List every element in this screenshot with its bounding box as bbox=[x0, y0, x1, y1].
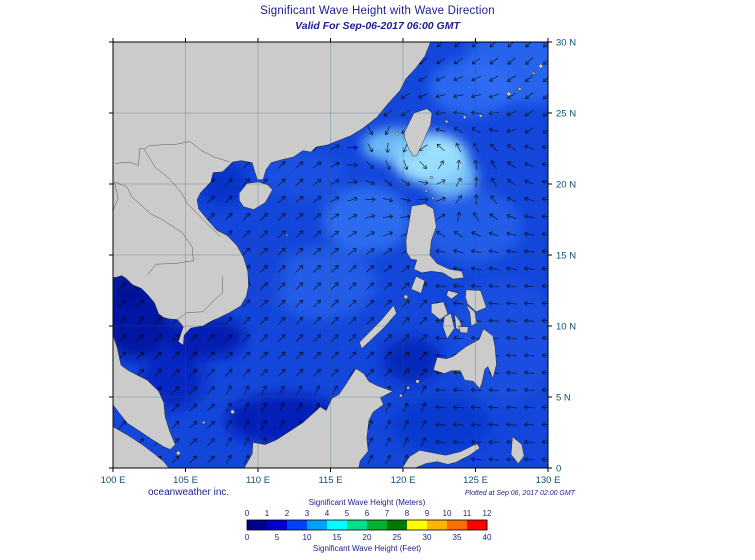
feet-tick: 30 bbox=[423, 533, 432, 542]
meters-tick: 0 bbox=[245, 509, 250, 518]
landmass-hainan bbox=[238, 181, 273, 210]
landmass-borneo bbox=[243, 368, 394, 468]
feet-tick: 15 bbox=[333, 533, 342, 542]
islet bbox=[230, 409, 235, 415]
colorbar-segment bbox=[287, 520, 308, 530]
colorbar-segment bbox=[427, 520, 448, 530]
meters-tick: 11 bbox=[463, 509, 472, 518]
landmass-taiwan bbox=[404, 108, 433, 157]
colorbar-segment bbox=[347, 520, 368, 530]
lon-tick-label: 110 E bbox=[246, 475, 270, 486]
country-borders bbox=[113, 141, 230, 320]
islet bbox=[285, 233, 289, 237]
landmass-luzon bbox=[405, 203, 465, 280]
islet bbox=[406, 386, 410, 390]
landmass-sumatra bbox=[113, 426, 170, 468]
lon-tick-label: 130 E bbox=[536, 475, 561, 486]
map-frame bbox=[109, 38, 552, 472]
lon-tick-label: 115 E bbox=[318, 475, 342, 486]
islet bbox=[201, 420, 206, 425]
meters-tick: 7 bbox=[385, 509, 390, 518]
feet-tick: 25 bbox=[393, 533, 402, 542]
lat-tick-label: 0 bbox=[556, 464, 561, 475]
colorbar-segment bbox=[407, 520, 428, 530]
land-layer bbox=[113, 42, 543, 468]
landmass-masbate bbox=[446, 290, 460, 300]
colorbar-segment bbox=[327, 520, 348, 530]
colorbar-segment bbox=[247, 520, 268, 530]
colorbar-feet-label: Significant Wave Height (Feet) bbox=[312, 544, 422, 553]
feet-tick: 40 bbox=[483, 533, 492, 542]
islet bbox=[506, 91, 512, 97]
landmass-samar bbox=[465, 289, 487, 313]
colorbar-segment bbox=[367, 520, 388, 530]
islet bbox=[403, 294, 409, 300]
islet bbox=[531, 71, 536, 75]
feet-tick: 5 bbox=[275, 533, 280, 542]
colorbar bbox=[246, 519, 488, 531]
meters-tick: 12 bbox=[483, 509, 492, 518]
islet bbox=[429, 176, 433, 180]
meters-tick: 1 bbox=[265, 509, 270, 518]
graticule bbox=[113, 42, 548, 468]
colorbar-segment bbox=[307, 520, 328, 530]
islet bbox=[424, 189, 428, 193]
meters-tick: 2 bbox=[285, 509, 290, 518]
meters-tick: 3 bbox=[305, 509, 310, 518]
plotted-note: Plotted at Sep 06, 2017 02:00 GMT bbox=[464, 490, 575, 497]
feet-tick: 20 bbox=[363, 533, 372, 542]
lat-tick-label: 20 N bbox=[556, 180, 576, 191]
landmass-mindanao bbox=[433, 328, 497, 389]
landmass-malay-peninsula bbox=[113, 334, 176, 450]
islet bbox=[462, 115, 467, 120]
colorbar-ticks: 0 1 2 3 4 5 6 7 8 9 10 11 120 5 10 15 20 25 30 35 40 bbox=[245, 509, 492, 542]
lat-tick-label: 5 N bbox=[556, 393, 571, 404]
landmass-panay bbox=[431, 301, 449, 320]
meters-tick: 10 bbox=[443, 509, 452, 518]
meters-tick: 9 bbox=[425, 509, 430, 518]
islet bbox=[176, 450, 181, 456]
lon-tick-label: 125 E bbox=[463, 475, 488, 486]
lat-tick-label: 30 N bbox=[556, 38, 576, 49]
axis-labels: 100 E 105 E 110 E 115 E 120 E 125 E 130 E 30 N 2… bbox=[101, 38, 577, 487]
landmass-halmahera bbox=[510, 436, 525, 464]
islet bbox=[444, 119, 449, 124]
feet-tick: 35 bbox=[453, 533, 462, 542]
colorbar-meters-label: Significant Wave Height (Meters) bbox=[308, 498, 426, 507]
landmass-leyte bbox=[465, 304, 478, 327]
lon-tick-label: 100 E bbox=[101, 475, 126, 486]
credit-text: oceanweather inc. bbox=[148, 487, 230, 498]
lon-tick-label: 105 E bbox=[173, 475, 198, 486]
lon-tick-label: 120 E bbox=[391, 475, 416, 486]
landmass-mainland-asia bbox=[113, 42, 431, 346]
feet-tick: 10 bbox=[303, 533, 312, 542]
meters-tick: 4 bbox=[325, 509, 330, 518]
meters-tick: 5 bbox=[345, 509, 350, 518]
colorbar-segment bbox=[387, 520, 408, 530]
islet bbox=[538, 63, 543, 69]
lat-tick-label: 15 N bbox=[556, 251, 576, 262]
islet bbox=[517, 87, 522, 91]
landmass-bohol bbox=[458, 326, 469, 334]
map-title: Significant Wave Height with Wave Direct… bbox=[260, 5, 495, 17]
landmass-sulawesi bbox=[402, 443, 481, 468]
colorbar-segment bbox=[267, 520, 288, 530]
feet-tick: 0 bbox=[245, 533, 250, 542]
landmass-palawan bbox=[359, 305, 397, 349]
lat-tick-label: 25 N bbox=[556, 109, 576, 120]
meters-tick: 6 bbox=[365, 509, 370, 518]
meters-tick: 8 bbox=[405, 509, 410, 518]
islet bbox=[399, 393, 403, 398]
map-subtitle: Valid For Sep-06-2017 06:00 GMT bbox=[295, 20, 460, 32]
islet bbox=[395, 131, 399, 136]
lat-tick-label: 10 N bbox=[556, 322, 576, 333]
landmass-mindoro bbox=[410, 276, 426, 294]
islet bbox=[415, 379, 420, 384]
islet bbox=[431, 196, 435, 200]
colorbar-segment bbox=[447, 520, 468, 530]
colorbar-segment bbox=[467, 520, 488, 530]
islet bbox=[478, 114, 483, 118]
